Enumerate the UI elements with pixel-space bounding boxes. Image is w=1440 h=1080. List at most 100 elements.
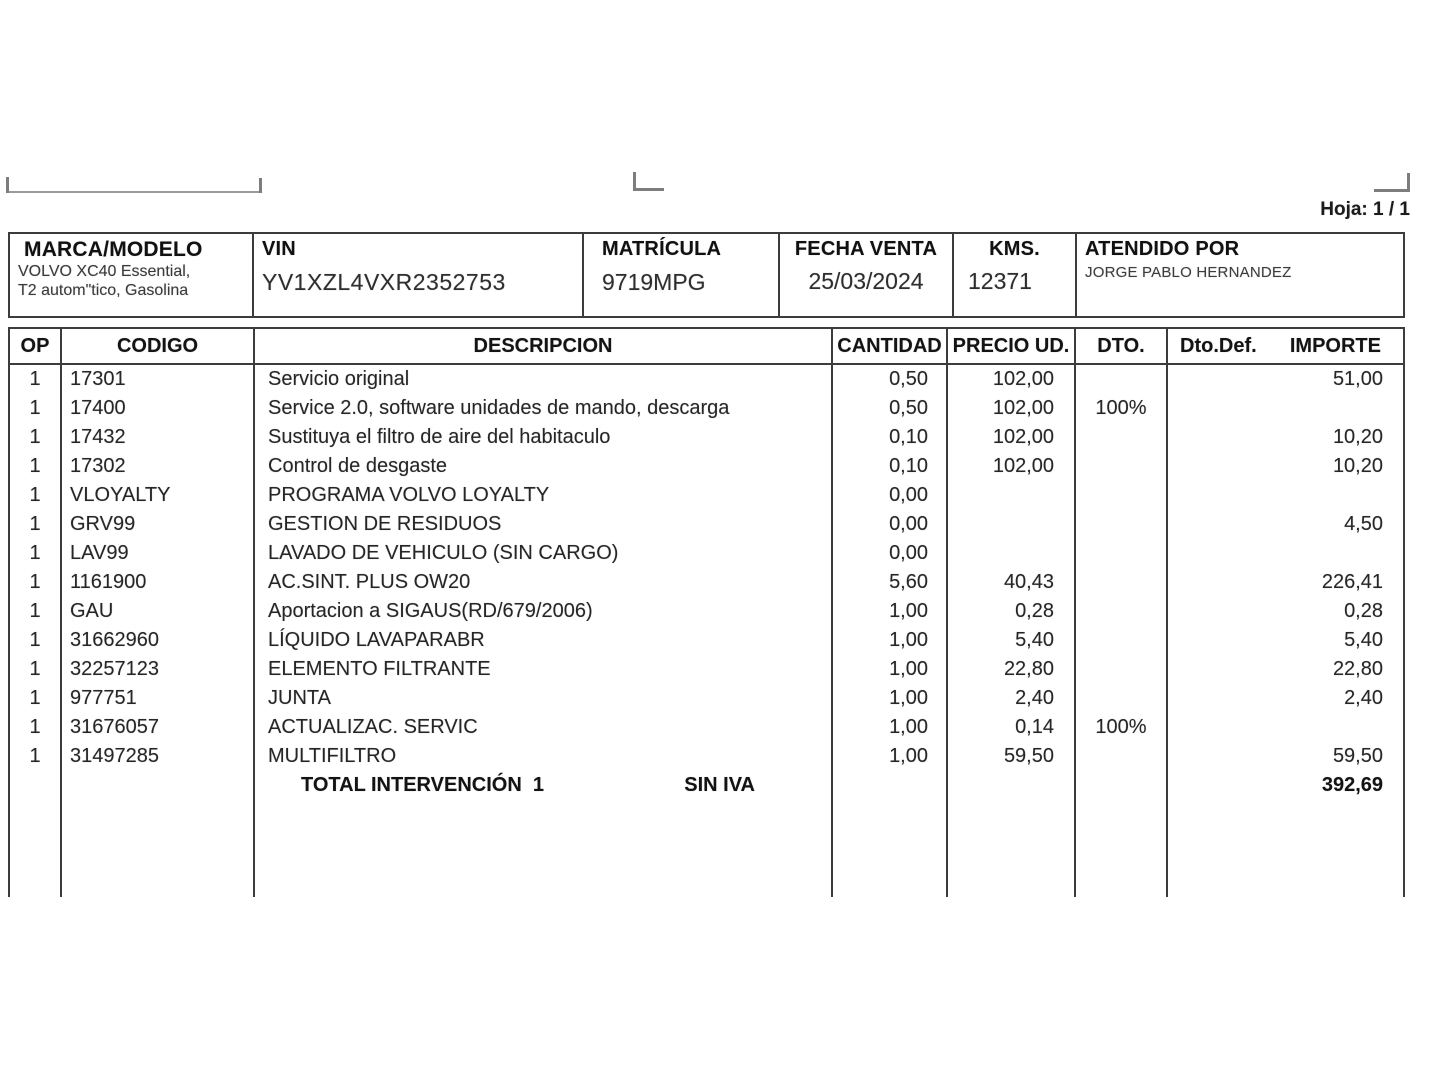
row-cell-precio: 0,14 bbox=[948, 713, 1076, 742]
atendido-por-value: JORGE PABLO HERNANDEZ bbox=[1085, 264, 1292, 281]
row-cell-cantidad: 1,00 bbox=[833, 655, 948, 684]
kms-value: 12371 bbox=[968, 268, 1032, 294]
row-cell-precio: 102,00 bbox=[948, 452, 1076, 481]
atendido-por-label: ATENDIDO POR bbox=[1085, 238, 1240, 260]
total-row-cantidad bbox=[833, 771, 948, 800]
row-cell-dto bbox=[1076, 655, 1168, 684]
row-cell-importe: 226,41 bbox=[1321, 571, 1383, 593]
row-cell-cantidad: 0,10 bbox=[833, 423, 948, 452]
row-cell-descripcion: Aportacion a SIGAUS(RD/679/2006) bbox=[255, 597, 833, 626]
row-cell-cantidad: 0,50 bbox=[833, 394, 948, 423]
row-cell-precio: 40,43 bbox=[948, 568, 1076, 597]
row-cell-precio bbox=[948, 510, 1076, 539]
fecha-venta-label: FECHA VENTA bbox=[794, 238, 938, 260]
row-cell-codigo: 977751 bbox=[62, 684, 255, 713]
row-cell-codigo: 17400 bbox=[62, 394, 255, 423]
total-row-dto bbox=[1076, 771, 1168, 800]
filler-descripcion bbox=[255, 800, 833, 897]
crop-mark-right-tick bbox=[1407, 173, 1410, 192]
total-row-description: TOTAL INTERVENCIÓN 1 SIN IVA bbox=[255, 771, 833, 800]
row-cell-op: 1 bbox=[10, 481, 62, 510]
row-cell-dto: 100% bbox=[1076, 713, 1168, 742]
row-cell-precio: 22,80 bbox=[948, 655, 1076, 684]
row-cell-importe: 22,80 bbox=[1332, 658, 1383, 680]
row-cell-codigo: 1161900 bbox=[62, 568, 255, 597]
row-cell-dto bbox=[1076, 365, 1168, 394]
row-cell-descripcion: JUNTA bbox=[255, 684, 833, 713]
row-cell-op: 1 bbox=[10, 539, 62, 568]
marca-modelo-label: MARCA/MODELO bbox=[24, 238, 203, 261]
row-cell-importe bbox=[1168, 539, 1403, 568]
row-cell-dto bbox=[1076, 626, 1168, 655]
total-label: TOTAL INTERVENCIÓN 1 bbox=[301, 774, 544, 796]
fecha-venta-value: 25/03/2024 bbox=[808, 268, 924, 294]
row-cell-dto bbox=[1076, 539, 1168, 568]
row-cell-importe bbox=[1168, 713, 1403, 742]
row-cell-importe: 51,00 bbox=[1332, 368, 1383, 390]
total-tax-note: SIN IVA bbox=[684, 774, 755, 796]
row-cell-dto bbox=[1076, 510, 1168, 539]
row-cell-cantidad: 1,00 bbox=[833, 626, 948, 655]
row-cell-codigo: 17432 bbox=[62, 423, 255, 452]
filler-dto bbox=[1076, 800, 1168, 897]
filler-cantidad bbox=[833, 800, 948, 897]
row-cell-cantidad: 0,00 bbox=[833, 510, 948, 539]
row-cell-descripcion: MULTIFILTRO bbox=[255, 742, 833, 771]
row-cell-precio: 0,28 bbox=[948, 597, 1076, 626]
row-cell-codigo: 31497285 bbox=[62, 742, 255, 771]
crop-mark-center-tick bbox=[633, 172, 636, 191]
row-cell-op: 1 bbox=[10, 684, 62, 713]
total-row-importe: 392,69 bbox=[1321, 774, 1383, 796]
filler-op bbox=[10, 800, 62, 897]
row-cell-cantidad: 0,00 bbox=[833, 539, 948, 568]
matricula-label: MATRÍCULA bbox=[602, 238, 722, 260]
row-cell-codigo: 31676057 bbox=[62, 713, 255, 742]
vehicle-info-table: MARCA/MODELO VOLVO XC40 Essential, T2 au… bbox=[8, 232, 1405, 318]
row-cell-cantidad: 1,00 bbox=[833, 742, 948, 771]
total-row-codigo bbox=[62, 771, 255, 800]
row-cell-op: 1 bbox=[10, 510, 62, 539]
row-cell-codigo: GRV99 bbox=[62, 510, 255, 539]
row-cell-op: 1 bbox=[10, 394, 62, 423]
row-cell-precio bbox=[948, 539, 1076, 568]
marca-modelo-value-line1: VOLVO XC40 Essential, bbox=[18, 263, 191, 280]
kms-label: KMS. bbox=[989, 238, 1040, 260]
row-cell-op: 1 bbox=[10, 452, 62, 481]
row-cell-cantidad: 0,50 bbox=[833, 365, 948, 394]
row-cell-importe bbox=[1168, 481, 1403, 510]
row-cell-dto bbox=[1076, 684, 1168, 713]
marca-modelo-cell: MARCA/MODELO VOLVO XC40 Essential, T2 au… bbox=[10, 234, 254, 316]
row-cell-descripcion: GESTION DE RESIDUOS bbox=[255, 510, 833, 539]
row-cell-importe: 2,40 bbox=[1344, 687, 1383, 709]
row-cell-op: 1 bbox=[10, 626, 62, 655]
row-cell-precio: 102,00 bbox=[948, 394, 1076, 423]
header-descripcion: DESCRIPCION bbox=[255, 329, 833, 363]
header-op: OP bbox=[10, 329, 62, 363]
row-cell-importe bbox=[1168, 394, 1403, 423]
row-cell-importe: 4,50 bbox=[1344, 513, 1383, 535]
atendido-por-cell: ATENDIDO POR JORGE PABLO HERNANDEZ bbox=[1077, 234, 1403, 316]
header-dto: DTO. bbox=[1076, 329, 1168, 363]
row-cell-dto bbox=[1076, 452, 1168, 481]
header-codigo: CODIGO bbox=[62, 329, 255, 363]
vin-cell: VIN YV1XZL4VXR2352753 bbox=[254, 234, 584, 316]
row-cell-dto bbox=[1076, 481, 1168, 510]
row-cell-cantidad: 5,60 bbox=[833, 568, 948, 597]
total-row-precio bbox=[948, 771, 1076, 800]
row-cell-descripcion: LÍQUIDO LAVAPARABR bbox=[255, 626, 833, 655]
row-cell-precio bbox=[948, 481, 1076, 510]
row-cell-descripcion: ELEMENTO FILTRANTE bbox=[255, 655, 833, 684]
row-cell-codigo: 32257123 bbox=[62, 655, 255, 684]
row-cell-dto bbox=[1076, 568, 1168, 597]
row-cell-codigo: 17301 bbox=[62, 365, 255, 394]
crop-mark-left-tick bbox=[6, 177, 9, 193]
row-cell-op: 1 bbox=[10, 423, 62, 452]
line-items-body: 1 17301 Servicio original 0,50 102,00 51,00 1 1… bbox=[8, 365, 1405, 897]
row-cell-dto bbox=[1076, 423, 1168, 452]
row-cell-descripcion: PROGRAMA VOLVO LOYALTY bbox=[255, 481, 833, 510]
total-row-op bbox=[10, 771, 62, 800]
row-cell-cantidad: 1,00 bbox=[833, 597, 948, 626]
row-cell-codigo: 31662960 bbox=[62, 626, 255, 655]
row-cell-dto bbox=[1076, 742, 1168, 771]
row-cell-codigo: 17302 bbox=[62, 452, 255, 481]
